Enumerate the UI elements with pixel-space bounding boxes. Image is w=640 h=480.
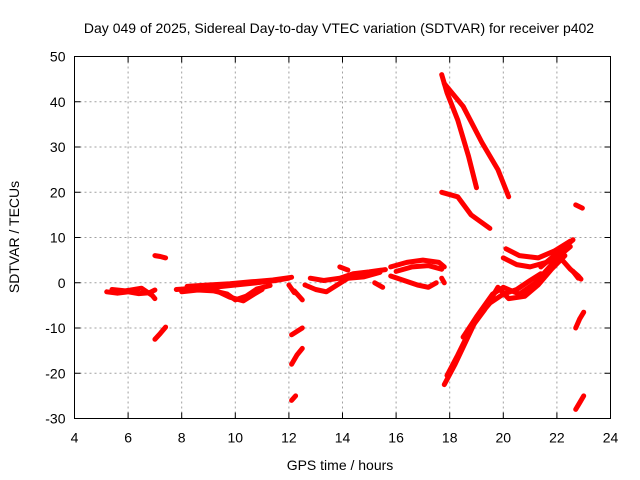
x-tick-labels: 4 6 8 10 12 14 16 18 20 22 24: [71, 430, 619, 446]
series-arc-ac: [503, 238, 573, 261]
series-arc-ad: [538, 237, 576, 270]
series-arc-d: [152, 324, 169, 342]
series-arc-x: [439, 189, 493, 231]
y-tick-label: 20: [50, 184, 66, 200]
series-arc-v: [439, 72, 479, 191]
y-axis-label: SDTVAR / TECUs: [6, 181, 22, 293]
series-arc-r: [388, 273, 439, 290]
series-arc-k: [289, 325, 305, 338]
axis-ticks: [74, 56, 611, 419]
x-tick-label: 24: [603, 430, 619, 446]
series-arc-ah: [573, 309, 587, 331]
series-arc-j: [291, 288, 305, 303]
y-tick-label: -30: [45, 411, 65, 427]
series-arc-c: [152, 253, 169, 261]
series-arc-h: [184, 274, 295, 289]
series-arc-ai: [573, 393, 587, 412]
x-tick-label: 16: [388, 430, 404, 446]
x-tick-label: 12: [281, 430, 297, 446]
x-tick-label: 22: [549, 430, 565, 446]
series-arc-z: [444, 253, 568, 378]
y-tick-label: 10: [50, 230, 66, 246]
series-arc-q: [372, 280, 386, 290]
series-arc-ag: [573, 202, 585, 211]
x-tick-label: 6: [124, 430, 132, 446]
x-tick-label: 20: [496, 430, 512, 446]
x-tick-label: 18: [442, 430, 458, 446]
y-tick-label: 40: [50, 94, 66, 110]
series-arc-g: [198, 286, 265, 304]
series-arc-m: [289, 393, 299, 403]
data-series: [104, 72, 587, 412]
series-arc-s: [388, 257, 447, 270]
x-tick-label: 4: [71, 430, 79, 446]
y-tick-labels: -30 -20 -10 0 10 20 30 40 50: [45, 49, 65, 427]
series-arc-o: [307, 267, 388, 283]
series-arc-aa: [460, 244, 571, 340]
series-arc-w: [441, 81, 512, 200]
series-arc-t: [393, 263, 445, 274]
y-tick-label: 0: [58, 275, 66, 291]
series-arc-ab: [500, 244, 573, 270]
y-tick-label: -20: [45, 365, 65, 381]
x-tick-label: 14: [335, 430, 351, 446]
grid-lines: [74, 56, 611, 419]
chart-title: Day 049 of 2025, Sidereal Day-to-day VTE…: [84, 20, 594, 36]
series-arc-b: [109, 285, 158, 302]
series-arc-n: [302, 269, 383, 295]
x-tick-label: 10: [228, 430, 244, 446]
series-arc-af: [570, 268, 581, 281]
y-tick-label: 50: [50, 49, 66, 65]
x-tick-label: 8: [178, 430, 186, 446]
y-tick-label: -10: [45, 320, 65, 336]
series-arc-p: [337, 264, 351, 273]
y-tick-label: 30: [50, 139, 66, 155]
x-axis-label: GPS time / hours: [287, 457, 394, 473]
series-arc-u: [439, 275, 447, 286]
series-arc-l: [289, 345, 305, 367]
